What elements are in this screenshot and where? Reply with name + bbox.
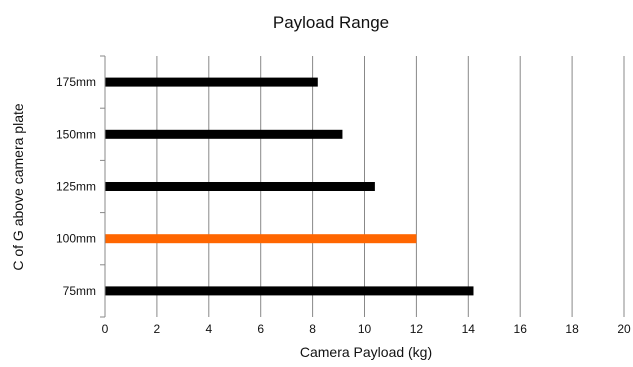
x-tick-label: 16	[514, 322, 528, 336]
y-axis-title: C of G above camera plate	[10, 103, 26, 271]
x-tick-label: 6	[257, 322, 264, 336]
x-tick-label: 8	[309, 322, 316, 336]
y-category-label: 100mm	[56, 232, 96, 246]
tick-labels: 0 2 4 6 8 10 12 14 16 18 20 75mm 100mm 125mm 150mm 175m…	[56, 75, 631, 336]
x-tick-label: 14	[462, 322, 476, 336]
bar-150mm	[105, 129, 343, 139]
axes	[100, 55, 106, 318]
x-axis-title: Camera Payload (kg)	[300, 344, 432, 360]
bar-75mm	[105, 286, 474, 296]
x-tick-label: 4	[205, 322, 212, 336]
bars	[105, 77, 474, 296]
y-category-label: 75mm	[63, 284, 96, 298]
y-category-label: 175mm	[56, 75, 96, 89]
x-tick-label: 0	[102, 322, 109, 336]
y-category-label: 125mm	[56, 180, 96, 194]
bar-100mm	[105, 234, 417, 244]
x-tick-label: 18	[565, 322, 579, 336]
x-tick-label: 12	[410, 322, 424, 336]
x-tick-label: 10	[358, 322, 372, 336]
bar-175mm	[105, 77, 318, 87]
y-category-label: 150mm	[56, 127, 96, 141]
x-tick-label: 2	[154, 322, 161, 336]
bar-125mm	[105, 182, 375, 191]
x-tick-label: 20	[617, 322, 631, 336]
chart-title: Payload Range	[273, 13, 389, 32]
